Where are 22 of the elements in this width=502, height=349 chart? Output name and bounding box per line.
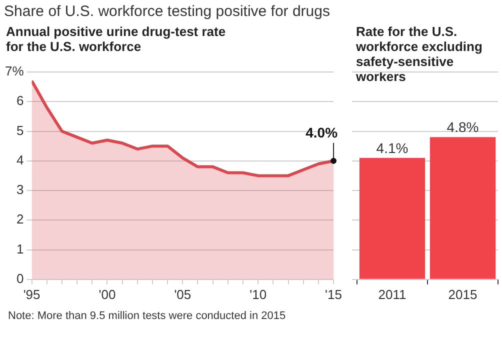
x-tick-label: '00	[98, 286, 116, 302]
y-tick-label: 5	[16, 122, 24, 138]
y-tick-label: 1	[16, 241, 24, 256]
x-tick-label: '05	[174, 286, 192, 302]
annotation: 4.0%	[306, 124, 338, 141]
data-label: 4.1%	[376, 140, 408, 156]
y-tick-label: 0	[16, 270, 24, 286]
chart-subtitle: Annual positive urine drug-test rate for the U.S. workforce	[6, 24, 227, 54]
x-tick-label: '95	[23, 286, 40, 302]
y-tick-label: 2	[16, 212, 24, 227]
text: Note: More than 9.5 million tests were conducted in 2015	[8, 310, 286, 322]
x-tick-label: '15	[325, 286, 342, 302]
chart-title: Share of U.S. workforce testing positive for drugs	[4, 3, 330, 20]
y-tick-label: 4	[16, 152, 24, 168]
y-tick-label: 7%	[4, 64, 24, 79]
x-tick-label: 2015	[448, 286, 478, 302]
y-tick-label: 3	[16, 182, 24, 198]
chart-title: Rate for the U.S. workforce excluding safety-sensitive workers	[356, 24, 484, 84]
data-label: 4.8%	[446, 119, 479, 136]
x-tick-label: '10	[250, 286, 267, 302]
y-tick-label: 6	[16, 93, 24, 108]
x-tick-label: 2011	[378, 286, 406, 302]
